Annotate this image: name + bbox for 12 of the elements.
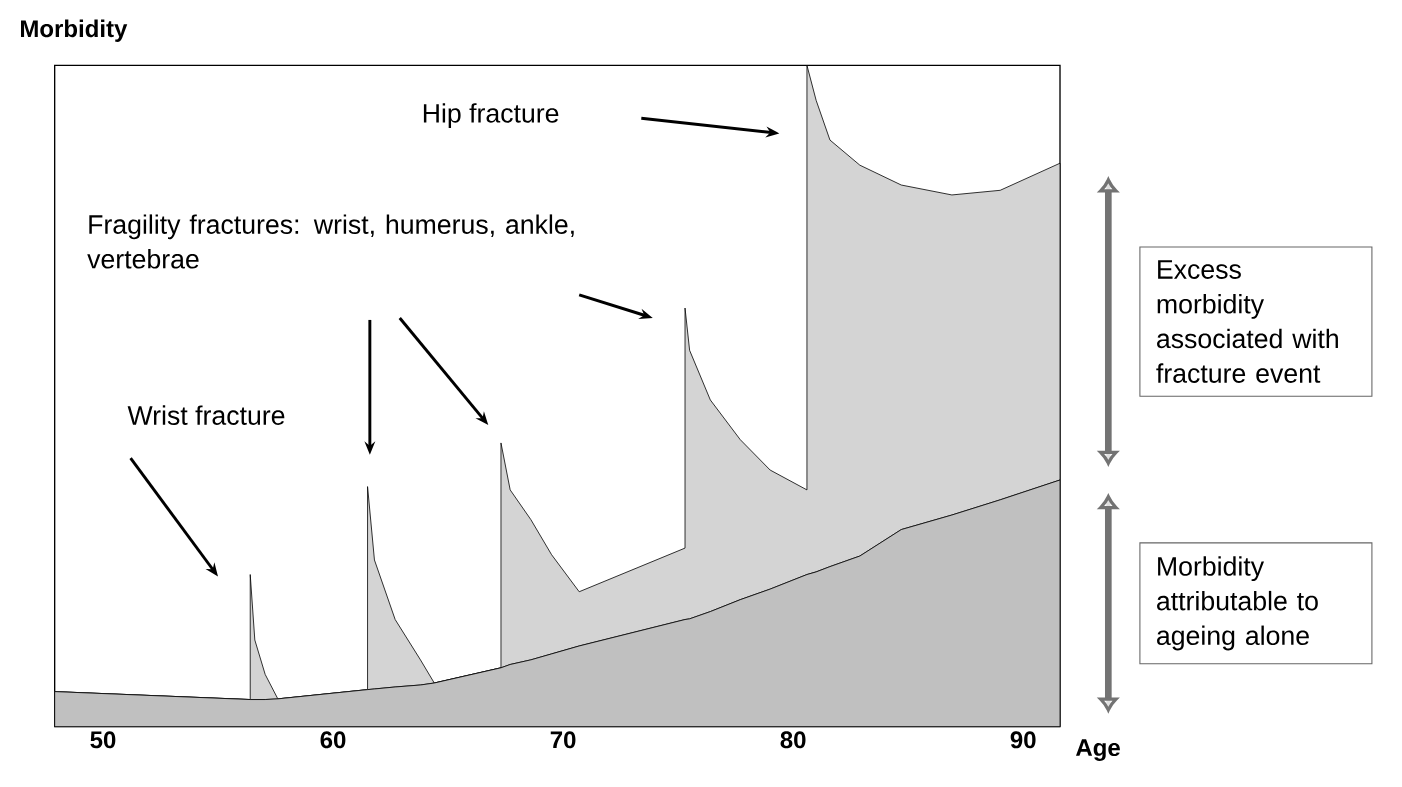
- x-tick-label: 90: [1010, 731, 1036, 749]
- x-tick-label: 60: [320, 731, 346, 749]
- x-tick-label: 70: [550, 731, 576, 749]
- annotation: Fragility fractures: wrist, humerus, ankle, vertebrae: [87, 214, 574, 269]
- text: Excess morbidity associated with fracture event: [1156, 260, 1338, 383]
- y-axis-title: Morbidity: [21, 19, 128, 42]
- x-axis-title: Age: [1076, 739, 1120, 761]
- annotation: Wrist fracture: [127, 405, 285, 425]
- x-tick-label: 50: [90, 731, 116, 749]
- x-tick-label: 80: [780, 731, 806, 749]
- annotation: Hip fracture: [423, 103, 559, 129]
- text: Morbidity attributable to ageing alone: [1157, 556, 1318, 651]
